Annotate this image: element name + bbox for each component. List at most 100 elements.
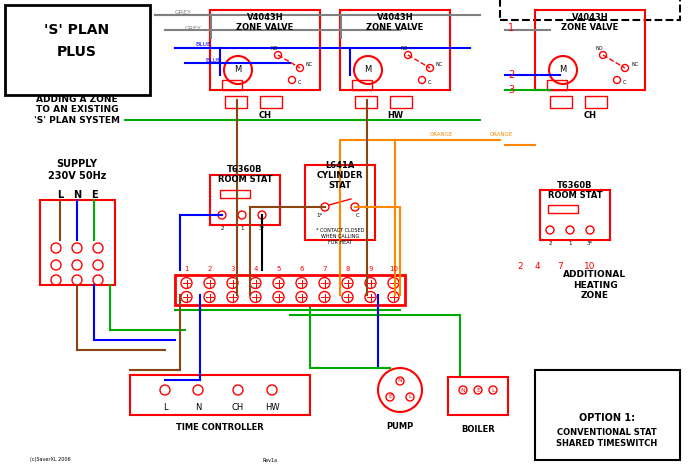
Text: NC: NC [631,61,638,66]
Text: 10: 10 [584,262,595,271]
Text: 1*: 1* [316,213,322,218]
Text: NO: NO [400,46,408,51]
Text: E: E [476,388,480,393]
Text: GREY: GREY [185,25,202,30]
Text: C: C [356,213,360,218]
Text: PLUS: PLUS [57,45,97,59]
Bar [547,80,567,90]
Text: ADDITIONAL
HEATING
ZONE: ADDITIONAL HEATING ZONE [564,270,627,300]
Bar [548,205,578,213]
Text: E: E [90,190,97,200]
Text: BOILER: BOILER [461,425,495,434]
Text: 2: 2 [518,262,523,271]
Text: 1: 1 [184,266,189,272]
Text: T6360B: T6360B [227,166,263,175]
Text: L: L [408,395,412,400]
Bar [355,96,377,108]
Text: BLUE: BLUE [205,58,221,63]
Text: NC: NC [306,61,313,66]
Text: 7: 7 [322,266,327,272]
Text: NO: NO [270,46,278,51]
Text: 1: 1 [569,241,572,246]
Bar [535,370,680,460]
Text: BLUE: BLUE [195,43,211,47]
Text: N: N [461,388,465,393]
Text: 3*: 3* [259,226,265,231]
Text: CH: CH [584,111,596,120]
Text: 3: 3 [508,85,514,95]
Bar [550,96,572,108]
Text: E: E [388,395,392,400]
Text: TIME CONTROLLER: TIME CONTROLLER [176,423,264,432]
Text: CONVENTIONAL STAT
SHARED TIMESWITCH: CONVENTIONAL STAT SHARED TIMESWITCH [556,428,658,448]
Text: HW: HW [265,403,279,412]
Text: 4: 4 [253,266,257,272]
Text: L: L [163,403,167,412]
Text: M: M [560,66,566,74]
Text: NO: NO [595,46,603,51]
Text: N: N [73,190,81,200]
Text: C: C [428,80,431,85]
Text: ROOM STAT: ROOM STAT [217,176,273,184]
Text: STAT: STAT [328,181,351,190]
Bar [210,175,280,225]
Text: L641A: L641A [325,161,355,169]
Bar [540,190,610,240]
Text: 6: 6 [299,266,304,272]
Text: L: L [57,190,63,200]
Text: ZONE VALVE: ZONE VALVE [366,23,424,32]
Text: 2: 2 [508,70,514,80]
Text: NC: NC [436,61,443,66]
Text: HW: HW [387,111,403,120]
Text: C: C [623,80,627,85]
Text: M: M [235,66,242,74]
Bar [305,165,375,240]
Text: 2: 2 [207,266,212,272]
Text: N: N [397,379,402,383]
Bar [220,190,250,198]
Bar [585,96,607,108]
Text: 7: 7 [557,262,563,271]
Bar [390,96,412,108]
Text: 10: 10 [389,266,398,272]
Text: N: N [195,403,201,412]
Bar [130,375,310,415]
Text: GREY: GREY [175,9,192,15]
Text: CYLINDER: CYLINDER [317,170,363,180]
Text: V4043H: V4043H [572,14,609,22]
Bar [175,275,405,305]
Text: CH: CH [259,111,271,120]
Text: (c)SaverXL 2006: (c)SaverXL 2006 [30,458,70,462]
Text: ROOM STAT: ROOM STAT [548,190,602,199]
Text: Rev1a: Rev1a [262,458,277,462]
Bar [448,377,508,415]
Text: CH: CH [232,403,244,412]
Text: 2: 2 [549,241,552,246]
Bar [225,96,247,108]
Text: PUMP: PUMP [386,422,413,431]
Text: SUPPLY
230V 50Hz: SUPPLY 230V 50Hz [48,159,106,181]
Text: OPTION 1:: OPTION 1: [579,413,635,423]
Text: L: L [491,388,495,393]
Text: ORANGE: ORANGE [490,132,513,138]
Text: 2: 2 [220,226,224,231]
Text: 3: 3 [230,266,235,272]
Text: 3*: 3* [587,241,593,246]
Text: ZONE VALVE: ZONE VALVE [237,23,294,32]
Text: V4043H: V4043H [247,14,284,22]
Text: ADDING A ZONE
TO AN EXISTING
'S' PLAN SYSTEM: ADDING A ZONE TO AN EXISTING 'S' PLAN SY… [34,95,120,125]
Text: 8: 8 [345,266,350,272]
Text: C: C [298,80,302,85]
Text: 'S' PLAN: 'S' PLAN [44,23,110,37]
Text: ZONE VALVE: ZONE VALVE [562,23,619,32]
Bar [210,10,320,90]
Bar [260,96,282,108]
Bar [222,80,242,90]
Text: * CONTACT CLOSED
WHEN CALLING
FOR HEAT: * CONTACT CLOSED WHEN CALLING FOR HEAT [316,228,364,245]
Bar [352,80,372,90]
Text: 5: 5 [276,266,281,272]
Text: 9: 9 [368,266,373,272]
Bar [500,0,680,20]
Text: 4: 4 [534,262,540,271]
Text: 1: 1 [240,226,244,231]
